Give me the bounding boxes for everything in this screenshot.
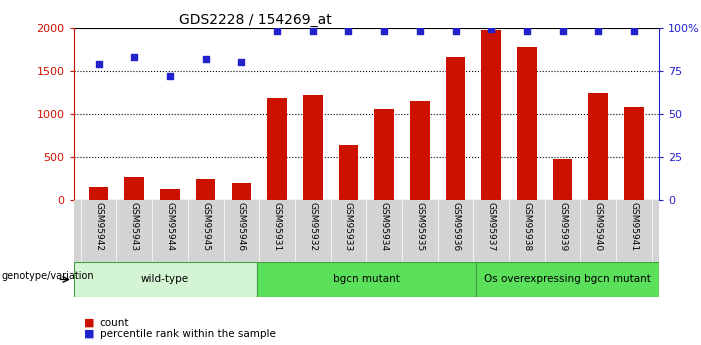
Bar bbox=[517, 47, 537, 200]
Text: GSM95939: GSM95939 bbox=[558, 202, 567, 251]
Bar bbox=[160, 189, 179, 200]
Text: GSM95936: GSM95936 bbox=[451, 202, 460, 251]
Text: genotype/variation: genotype/variation bbox=[1, 271, 94, 281]
Text: Os overexpressing bgcn mutant: Os overexpressing bgcn mutant bbox=[484, 275, 651, 284]
Point bbox=[236, 59, 247, 65]
Bar bbox=[267, 98, 287, 200]
Text: bgcn mutant: bgcn mutant bbox=[333, 275, 400, 284]
Text: GSM95938: GSM95938 bbox=[522, 202, 531, 251]
Bar bbox=[339, 145, 358, 200]
Point bbox=[486, 27, 497, 32]
Point bbox=[557, 28, 569, 34]
Text: wild-type: wild-type bbox=[141, 275, 189, 284]
Point bbox=[592, 28, 604, 34]
Point bbox=[271, 28, 283, 34]
Point bbox=[164, 73, 175, 79]
Bar bbox=[624, 107, 644, 200]
Bar bbox=[125, 177, 144, 200]
Point bbox=[129, 54, 140, 60]
Text: ■: ■ bbox=[84, 329, 95, 338]
Point bbox=[200, 56, 211, 61]
Point bbox=[343, 28, 354, 34]
Text: GSM95942: GSM95942 bbox=[94, 202, 103, 251]
Bar bbox=[89, 187, 109, 200]
Text: GSM95943: GSM95943 bbox=[130, 202, 139, 251]
Bar bbox=[257, 262, 476, 297]
Text: GSM95937: GSM95937 bbox=[486, 202, 496, 251]
Text: GSM95946: GSM95946 bbox=[237, 202, 246, 251]
Point bbox=[522, 28, 533, 34]
Text: ■: ■ bbox=[84, 318, 95, 327]
Text: percentile rank within the sample: percentile rank within the sample bbox=[100, 329, 275, 338]
Bar bbox=[588, 93, 608, 200]
Point bbox=[307, 28, 318, 34]
Text: GSM95944: GSM95944 bbox=[165, 202, 175, 251]
Bar bbox=[446, 57, 465, 200]
Text: GSM95940: GSM95940 bbox=[594, 202, 603, 251]
Point bbox=[450, 28, 461, 34]
Text: GSM95932: GSM95932 bbox=[308, 202, 318, 251]
Text: GSM95941: GSM95941 bbox=[629, 202, 639, 251]
Bar bbox=[482, 30, 501, 200]
Point bbox=[379, 28, 390, 34]
Bar bbox=[196, 179, 215, 200]
Bar bbox=[374, 109, 394, 200]
Text: GSM95934: GSM95934 bbox=[380, 202, 388, 251]
Bar bbox=[74, 262, 257, 297]
Bar bbox=[410, 101, 430, 200]
Text: GSM95933: GSM95933 bbox=[344, 202, 353, 251]
Text: GSM95945: GSM95945 bbox=[201, 202, 210, 251]
Bar bbox=[303, 95, 322, 200]
Bar bbox=[476, 262, 659, 297]
Point bbox=[414, 28, 426, 34]
Bar bbox=[553, 159, 573, 200]
Text: GSM95931: GSM95931 bbox=[273, 202, 282, 251]
Text: GSM95935: GSM95935 bbox=[415, 202, 424, 251]
Text: GDS2228 / 154269_at: GDS2228 / 154269_at bbox=[179, 12, 332, 27]
Bar bbox=[231, 183, 251, 200]
Text: count: count bbox=[100, 318, 129, 327]
Point bbox=[93, 61, 104, 67]
Point bbox=[628, 28, 639, 34]
